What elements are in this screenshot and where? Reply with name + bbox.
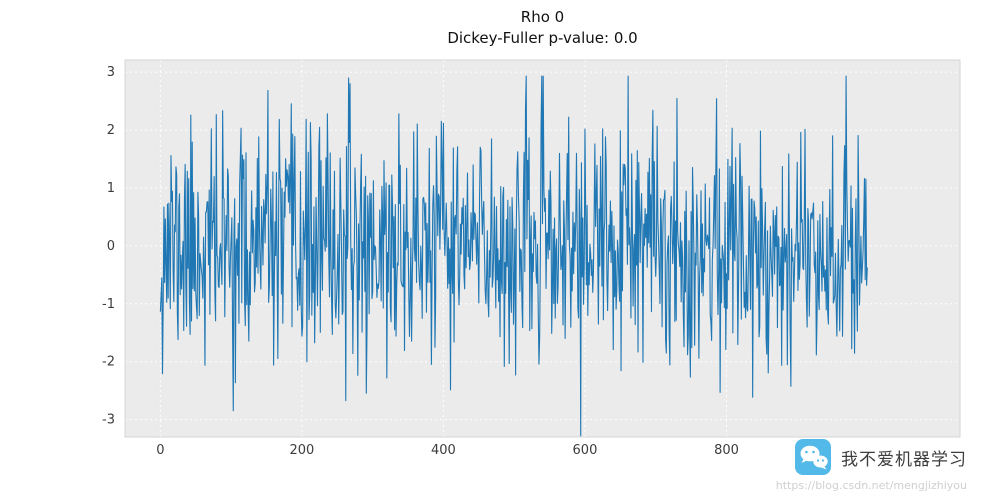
chart-subtitle: Dickey-Fuller p-value: 0.0	[447, 29, 638, 47]
watermark-url: https://blog.csdn.net/mengjizhiyou	[775, 479, 967, 492]
chart-title: Rho 0	[520, 8, 565, 26]
x-tick-label: 600	[573, 443, 598, 458]
y-tick-label: 0	[107, 239, 115, 254]
x-tick-label: 800	[714, 443, 739, 458]
chart-title-block: Rho 0 Dickey-Fuller p-value: 0.0	[125, 7, 960, 49]
watermark: 我不爱机器学习 https://blog.csdn.net/mengjizhiy…	[776, 438, 967, 492]
wechat-icon	[795, 439, 831, 475]
watermark-row: 我不爱机器学习	[794, 438, 967, 476]
x-tick-label: 200	[289, 443, 314, 458]
y-tick-label: 1	[107, 181, 115, 196]
y-tick-label: 2	[107, 123, 115, 138]
y-tick-label: -3	[102, 413, 115, 428]
watermark-name: 我不爱机器学习	[841, 449, 967, 470]
y-tick-label: -2	[102, 355, 115, 370]
x-tick-label: 400	[431, 443, 456, 458]
plot-border	[124, 59, 961, 438]
y-tick-label: 3	[107, 65, 115, 80]
y-tick-label: -1	[102, 297, 115, 312]
noise-line	[159, 75, 868, 437]
x-tick-label: 0	[156, 443, 164, 458]
